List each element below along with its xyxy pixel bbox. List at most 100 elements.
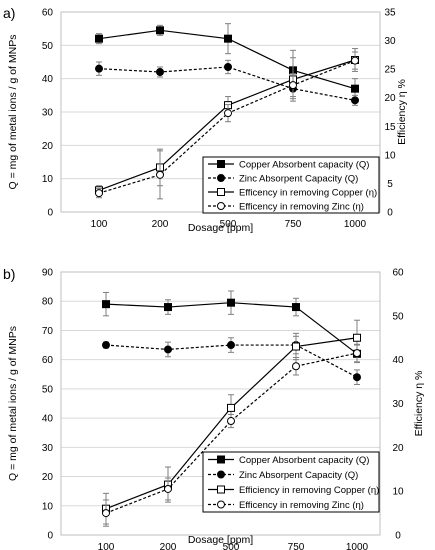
y-tick-label: 20 [42,472,54,483]
legend-box [202,156,380,214]
data-point-3 [353,333,361,342]
y2-tick-label: 35 [384,8,396,19]
data-point-1 [224,34,232,43]
y2-tick-label: 40 [392,355,404,366]
data-point-4 [156,170,164,179]
y2-tick-label: 0 [395,531,401,542]
legend-marker [217,202,225,210]
data-point-2 [102,341,110,350]
legend-label: Copper Absorbent capacity (Q) [239,160,369,171]
data-point-4 [289,81,297,90]
x-tick-label: 1000 [344,219,367,230]
y-tick-label: 20 [42,141,54,152]
data-point-2 [227,341,235,350]
data-point-2 [351,96,359,105]
data-point-4 [102,509,110,518]
legend-marker [217,500,225,509]
data-point-4 [353,349,361,358]
data-point-3 [227,403,235,412]
legend-marker [217,188,225,196]
data-point-1 [351,84,359,93]
legend: Copper Absorbent capacity (Q) Zinc Absorp… [202,156,380,214]
data-point-1 [102,300,110,309]
series-line-2 [98,66,356,101]
x-tick-label: 100 [98,542,115,550]
y2-axis-label: Efficiency η % [396,79,408,145]
y2-tick-label: 60 [392,268,404,279]
y-axis-label: Q = mg of metal ions / g of MNPs [7,326,19,481]
x-tick-label: 100 [91,219,108,230]
y2-tick-label: 20 [384,93,396,104]
y2-tick-label: 30 [384,36,396,47]
y2-tick-label: 50 [392,311,404,322]
panel-label: b) [3,266,15,282]
y-tick-label: 50 [42,41,54,52]
y2-tick-label: 5 [387,179,393,190]
data-point-4 [224,109,232,118]
y-tick-label: 0 [47,531,53,542]
x-tick-label: 750 [288,542,305,550]
data-point-2 [95,64,103,73]
y-tick-label: 40 [42,74,54,85]
data-point-3 [292,342,300,351]
legend-marker [217,485,225,494]
y-tick-label: 30 [42,108,54,119]
y2-tick-label: 20 [392,443,404,454]
x-axis-label: Dosage [ppm] [188,534,253,546]
legend: Copper Absorbent capacity (Q) Zinc Absorp… [202,451,380,513]
panel-label: a) [3,5,15,21]
data-point-1 [156,26,164,35]
legend-label: Efficency in removing Zinc (η) [239,202,364,213]
y2-tick-label: 15 [384,122,396,133]
data-point-1 [164,303,172,312]
data-point-2 [156,68,164,76]
data-point-2 [164,345,172,354]
y-axis-label: Q = mg of metal ions / g of MNPs [7,35,19,190]
y-tick-label: 10 [42,174,54,185]
x-tick-label: 200 [160,542,177,550]
plot-frame [60,271,381,536]
y2-axis-label: Efficiency η % [413,371,425,437]
data-point-4 [227,417,235,426]
data-point-4 [292,362,300,371]
data-point-2 [353,373,361,382]
legend-marker [217,455,225,464]
legend-label: Zinc Absorpent Capacity (Q) [239,174,358,185]
x-tick-label: 750 [285,219,302,230]
data-point-1 [292,303,300,312]
data-point-1 [95,34,103,43]
y-tick-label: 70 [42,326,54,337]
y2-tick-label: 10 [392,487,404,498]
legend-marker [217,470,225,479]
data-point-4 [95,189,103,198]
data-point-2 [224,63,232,71]
y-tick-label: 60 [42,355,54,366]
data-point-4 [351,56,359,65]
y-tick-label: 80 [42,297,54,308]
legend-label: Efficiency in removing Copper (η) [239,485,379,496]
x-tick-label: 1000 [346,542,369,550]
x-tick-label: 500 [220,219,237,230]
chart-panel-2: 0 10 20 30 40 50 60 70 80 90 0 10 20 30 40 50 60 100 200 50… [3,266,425,550]
y-tick-label: 30 [42,443,54,454]
y-tick-label: 50 [42,384,54,395]
x-tick-label: 200 [152,219,169,230]
chart-panel-1: 0 10 20 30 40 50 60 0 5 10 15 20 25 30 35 100 200 500 750 1… [3,5,408,234]
legend-box [202,451,380,513]
x-tick-label: 500 [223,542,240,550]
y2-tick-label: 25 [384,65,396,76]
legend-label: Efficency in removing Copper (η) [239,188,377,199]
data-point-1 [227,298,235,307]
legend-marker [217,174,225,182]
y-tick-label: 10 [42,501,54,512]
y2-tick-label: 10 [384,150,396,161]
y2-tick-label: 30 [392,399,404,410]
data-point-4 [164,484,172,493]
legend-marker [217,160,225,168]
x-axis-label: Dosage [ppm] [188,222,253,234]
y-tick-label: 0 [47,208,53,219]
legend-label: Zinc Absorpent Capacity (Q) [239,470,358,481]
y-tick-label: 60 [42,8,54,19]
legend-label: Copper Absorbent capacity (Q) [239,455,369,466]
